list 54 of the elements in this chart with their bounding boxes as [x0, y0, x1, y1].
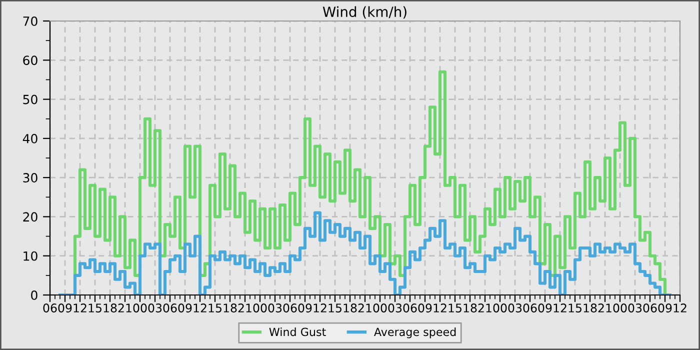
x-tick-label: 03 [628, 304, 642, 312]
x-tick-label: 03 [148, 304, 162, 312]
legend-label: Average speed [374, 327, 456, 338]
x-tick-label: 12 [314, 304, 326, 312]
x-tick-label: 06 [403, 304, 417, 312]
x-tick-label: 06 [643, 304, 657, 312]
x-tick-label: 06 [43, 304, 57, 312]
x-tick-label: 09 [658, 304, 672, 312]
x-tick-label: 21 [238, 304, 252, 312]
x-tick-label: 18 [584, 304, 597, 312]
x-tick-label: 09 [58, 304, 72, 312]
x-tick-label: 00 [493, 304, 507, 312]
x-tick-label: 12 [74, 304, 86, 312]
x-tick-label: 18 [104, 304, 117, 312]
x-tick-label: 09 [298, 304, 312, 312]
x-tick-label: 15 [568, 304, 582, 312]
x-tick-label: 09 [418, 304, 432, 312]
y-tick-label: 40 [22, 134, 38, 144]
x-tick-label: 09 [178, 304, 192, 312]
x-tick-label: 06 [523, 304, 537, 312]
y-tick-label: 0 [31, 290, 38, 300]
x-tick-label: 03 [388, 304, 402, 312]
legend-label: Wind Gust [269, 327, 326, 336]
y-tick-label: 70 [23, 16, 38, 26]
y-tick-label: 20 [23, 212, 38, 222]
y-tick-label: 10 [24, 251, 38, 261]
x-tick-label: 21 [478, 304, 492, 312]
x-tick-label: 15 [88, 304, 102, 312]
x-tick-label: 03 [268, 304, 282, 312]
x-tick-label: 18 [464, 304, 477, 312]
y-tick-label: 50 [23, 94, 38, 104]
x-tick-label: 12 [554, 304, 566, 312]
x-tick-label: 00 [613, 304, 627, 312]
x-tick-label: 12 [674, 304, 686, 312]
x-tick-label: 06 [163, 304, 177, 312]
y-tick-label: 30 [23, 173, 38, 182]
y-tick-label: 60 [23, 56, 38, 66]
x-tick-label: 18 [224, 304, 237, 312]
x-tick-label: 00 [373, 304, 387, 312]
x-tick-label: 15 [208, 304, 222, 312]
x-tick-label: 15 [448, 304, 462, 312]
x-tick-label: 15 [328, 304, 342, 312]
x-tick-label: 00 [133, 304, 147, 312]
chart-title: Wind (km/h) [322, 6, 406, 19]
x-tick-label: 21 [358, 304, 372, 312]
x-tick-label: 12 [434, 304, 446, 312]
x-tick-label: 18 [344, 304, 357, 312]
x-tick-label: 21 [598, 304, 612, 312]
x-tick-label: 00 [253, 304, 267, 312]
x-tick-label: 09 [538, 304, 552, 312]
x-tick-label: 03 [508, 304, 522, 312]
x-tick-label: 06 [283, 304, 297, 312]
x-tick-label: 12 [194, 304, 206, 312]
x-tick-label: 21 [118, 304, 132, 312]
